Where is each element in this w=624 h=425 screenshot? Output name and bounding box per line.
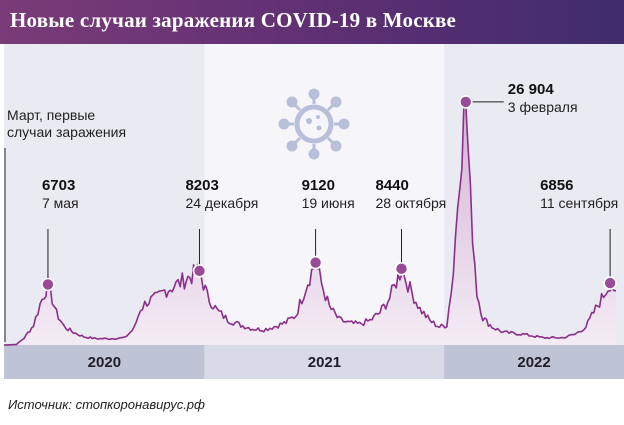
peak-date: 24 декабря: [185, 195, 258, 211]
chart-title: Новые случаи заражения COVID-19 в Москве: [10, 8, 457, 32]
peak-value: 8203: [185, 177, 218, 194]
first-cases-annotation: Март, первые случаи заражения: [4, 107, 126, 342]
year-label-2021: 2021: [308, 354, 341, 371]
peak-marker: [41, 277, 55, 292]
year-strip-2021: [204, 345, 445, 379]
peak-date: 11 сентября: [540, 195, 618, 211]
peak-marker: [394, 261, 409, 276]
peak-value: 6856: [540, 177, 573, 194]
peak-date: 28 октября: [376, 195, 447, 211]
first-cases-line-1: Март, первые: [7, 107, 95, 123]
peak-marker: [308, 255, 323, 270]
year-labels: 2020 2021 2022: [88, 354, 551, 371]
year-strip-2020: [4, 345, 205, 379]
peak-marker: [458, 95, 473, 109]
year-label-2022: 2022: [517, 354, 550, 371]
first-cases-line-2: случаи заражения: [7, 124, 126, 140]
peak-date: 7 мая: [42, 195, 79, 211]
peak-marker: [603, 276, 617, 290]
year-label-2020: 2020: [88, 354, 121, 371]
peak-marker: [192, 264, 207, 278]
virus-icon: [278, 88, 350, 160]
peak-value: 9120: [302, 177, 335, 194]
cases-area: [4, 104, 616, 346]
chart-area: 2020 2021 2022 Март, первые случаи заражен…: [3, 44, 624, 379]
year-strip-2022: [444, 345, 624, 379]
cases-line: [3, 104, 617, 346]
source-note: Источник: стопкоронавирус.рф: [8, 397, 205, 412]
peak-date: 3 февраля: [508, 99, 578, 115]
peak-value: 6703: [42, 177, 75, 194]
peak-value: 8440: [376, 177, 409, 194]
title-bar: Новые случаи заражения COVID-19 в Москве: [0, 0, 624, 44]
peak-date: 19 июня: [302, 195, 355, 211]
peak-value: 26 904: [508, 81, 555, 98]
